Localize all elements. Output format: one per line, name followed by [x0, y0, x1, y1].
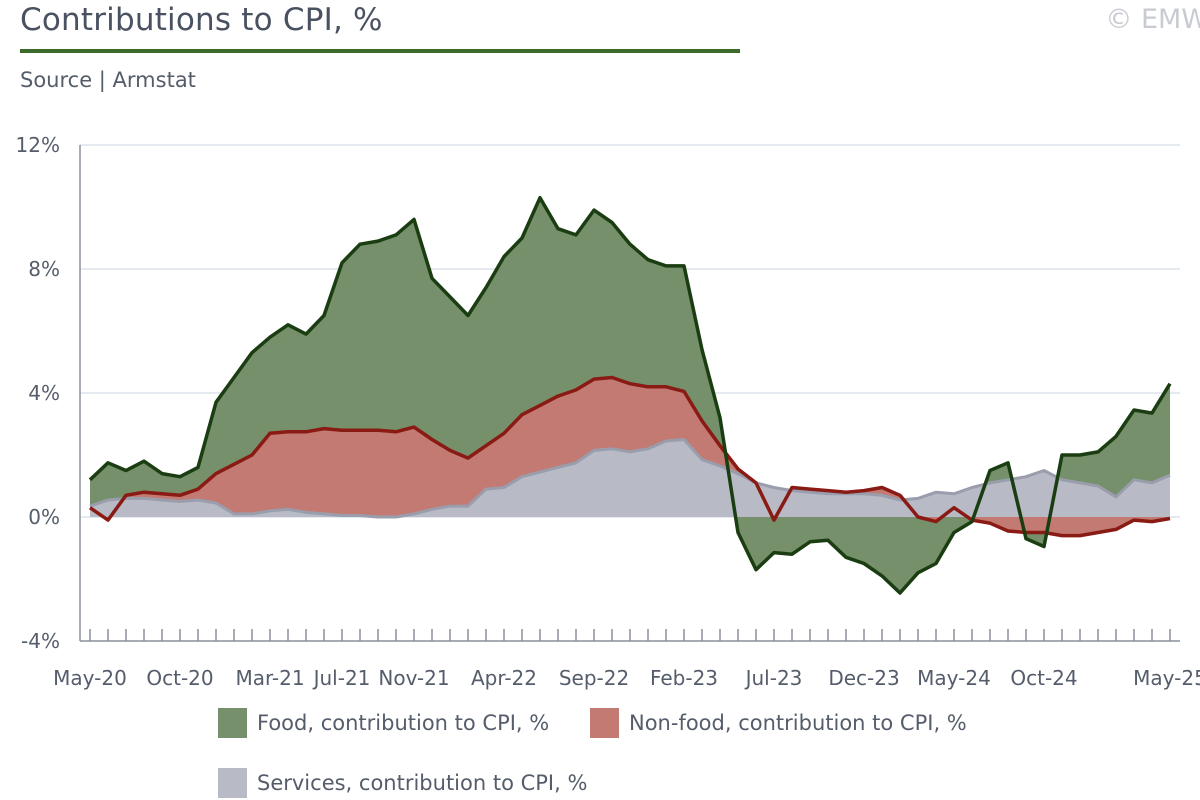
y-tick-label: 0% — [28, 505, 60, 529]
title-underline — [20, 49, 740, 53]
x-tick-label: Dec-23 — [828, 666, 899, 690]
line-food — [88, 195, 1172, 595]
y-tick-label: 4% — [28, 381, 60, 405]
legend-swatch-nonfood — [590, 708, 619, 738]
x-tick-label: Jul-23 — [744, 666, 803, 690]
y-tick-label: 12% — [16, 133, 60, 157]
line-nonfood — [89, 375, 1171, 538]
x-tick-label: May-24 — [917, 666, 991, 690]
x-tick-label: Jul-21 — [312, 666, 371, 690]
x-tick-label: Oct-20 — [146, 666, 213, 690]
legend-item-services[interactable]: Services, contribution to CPI, % — [218, 768, 587, 798]
cpi-contributions-chart: -4% 0% 4% 8% 12% May-20 Oct-20 Mar-21 Jul-21 Nov-… — [16, 133, 1200, 690]
series-lines — [88, 195, 1172, 595]
axes: -4% 0% 4% 8% 12% May-20 Oct-20 Mar-21 Jul-21 Nov-… — [16, 133, 1200, 690]
y-tick-label: -4% — [21, 629, 60, 653]
x-tick-label: May-20 — [53, 666, 127, 690]
x-tick-label: Oct-24 — [1010, 666, 1077, 690]
legend-label-nonfood: Non-food, contribution to CPI, % — [629, 711, 967, 735]
legend-swatch-services — [218, 768, 247, 798]
legend-item-food[interactable]: Food, contribution to CPI, % — [218, 708, 549, 738]
legend-item-nonfood[interactable]: Non-food, contribution to CPI, % — [590, 708, 967, 738]
chart-title: Contributions to CPI, % — [20, 2, 383, 38]
copyright-watermark: © EMW — [1105, 4, 1200, 35]
y-tick-label: 8% — [28, 257, 60, 281]
x-tick-label: Apr-22 — [471, 666, 537, 690]
area-services — [90, 439, 1170, 517]
area-series — [90, 197, 1170, 593]
x-tick-label: Feb-23 — [650, 666, 718, 690]
x-tick-label: Mar-21 — [235, 666, 304, 690]
legend-label-food: Food, contribution to CPI, % — [257, 711, 550, 735]
x-tick-label: Sep-22 — [559, 666, 629, 690]
x-tick-label: Nov-21 — [378, 666, 449, 690]
line-services — [89, 438, 1171, 519]
legend-label-services: Services, contribution to CPI, % — [257, 771, 588, 795]
source-caption: Source | Armstat — [20, 68, 196, 92]
x-tick-label: May-25 — [1133, 666, 1200, 690]
legend-swatch-food — [218, 708, 247, 738]
